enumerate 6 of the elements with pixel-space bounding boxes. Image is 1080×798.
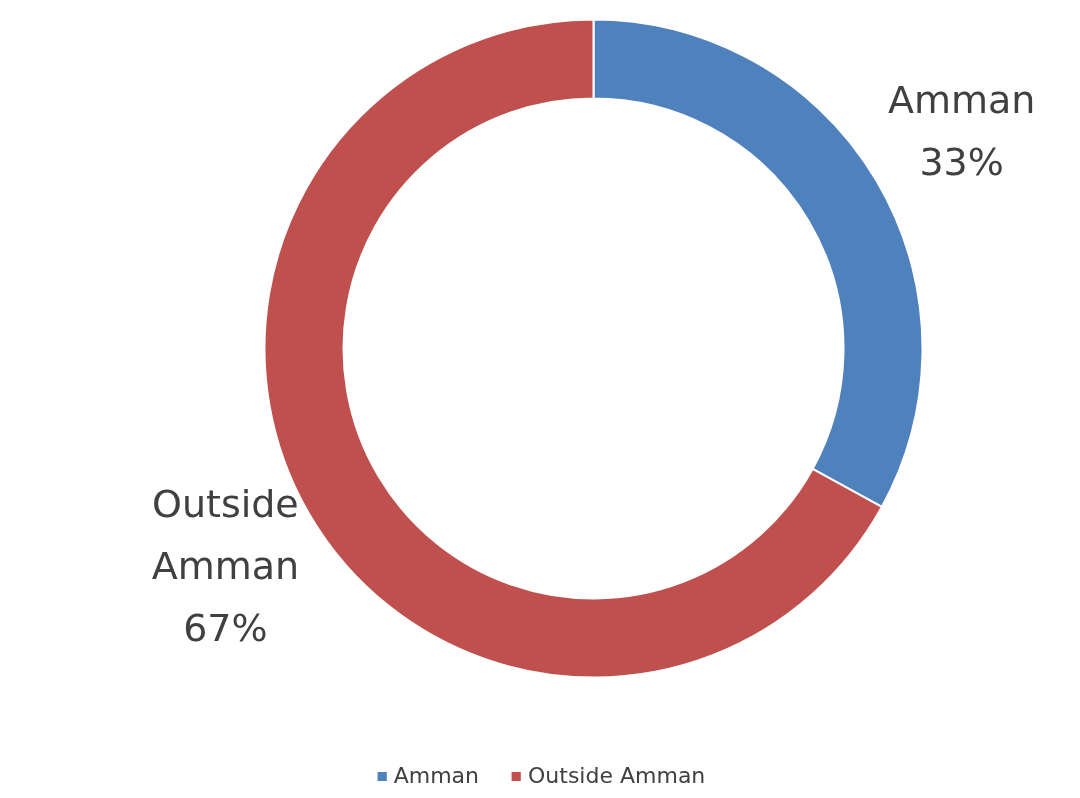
slice-label: Outside Amman: [151, 482, 300, 589]
data-label: 33%: [919, 139, 1004, 184]
legend-label: Outside Amman: [528, 763, 706, 788]
data-label: 67%: [183, 606, 268, 651]
slice-label: Amman: [887, 77, 1036, 122]
legend-label: Amman: [393, 763, 480, 788]
